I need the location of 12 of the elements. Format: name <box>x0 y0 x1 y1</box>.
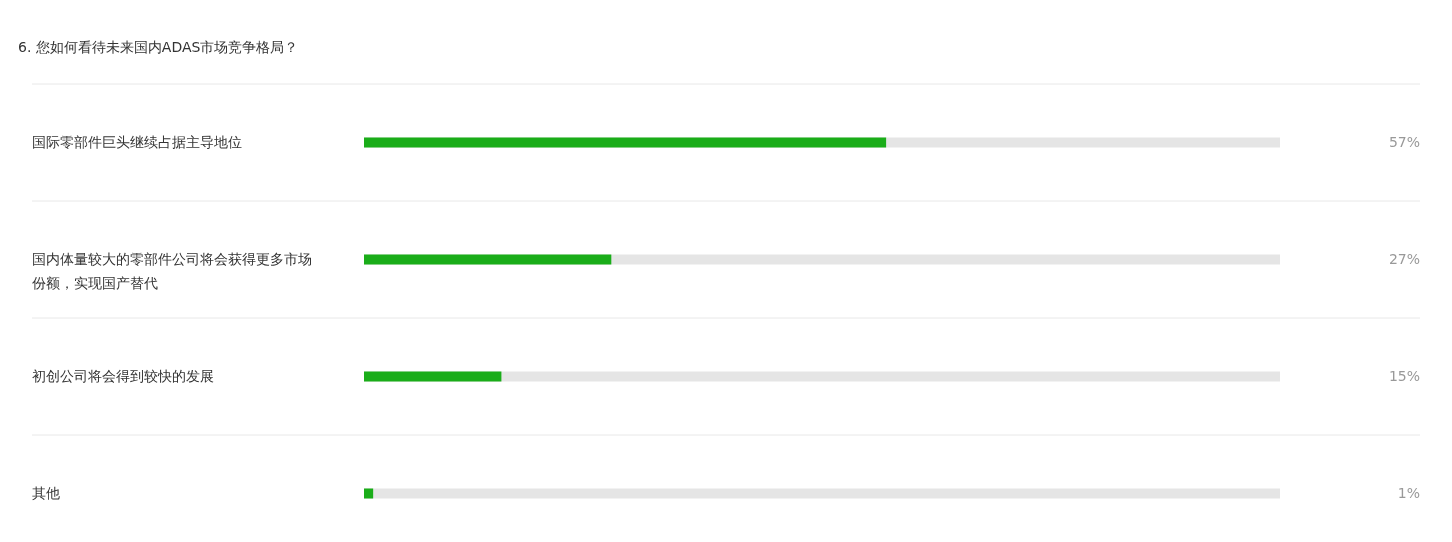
data-label: 15% <box>1388 367 1420 384</box>
y-tick-label: 国内体量较大的零部件公司将会获得更多市场份额，实现国产替代 <box>32 250 312 291</box>
bar <box>364 254 612 265</box>
bar <box>364 488 374 499</box>
y-tick-label: 初创公司将会得到较快的发展 <box>32 367 214 384</box>
data-label: 1% <box>1397 484 1420 501</box>
data-label: 57% <box>1388 133 1420 150</box>
bar <box>364 371 502 382</box>
y-tick-label: 其他 <box>32 484 60 501</box>
data-label: 27% <box>1388 250 1420 267</box>
text: 6. 您如何看待未来国内ADAS市场竞争格局？ <box>18 38 299 55</box>
y-tick-label: 国际零部件巨头继续占据主导地位 <box>32 133 242 150</box>
